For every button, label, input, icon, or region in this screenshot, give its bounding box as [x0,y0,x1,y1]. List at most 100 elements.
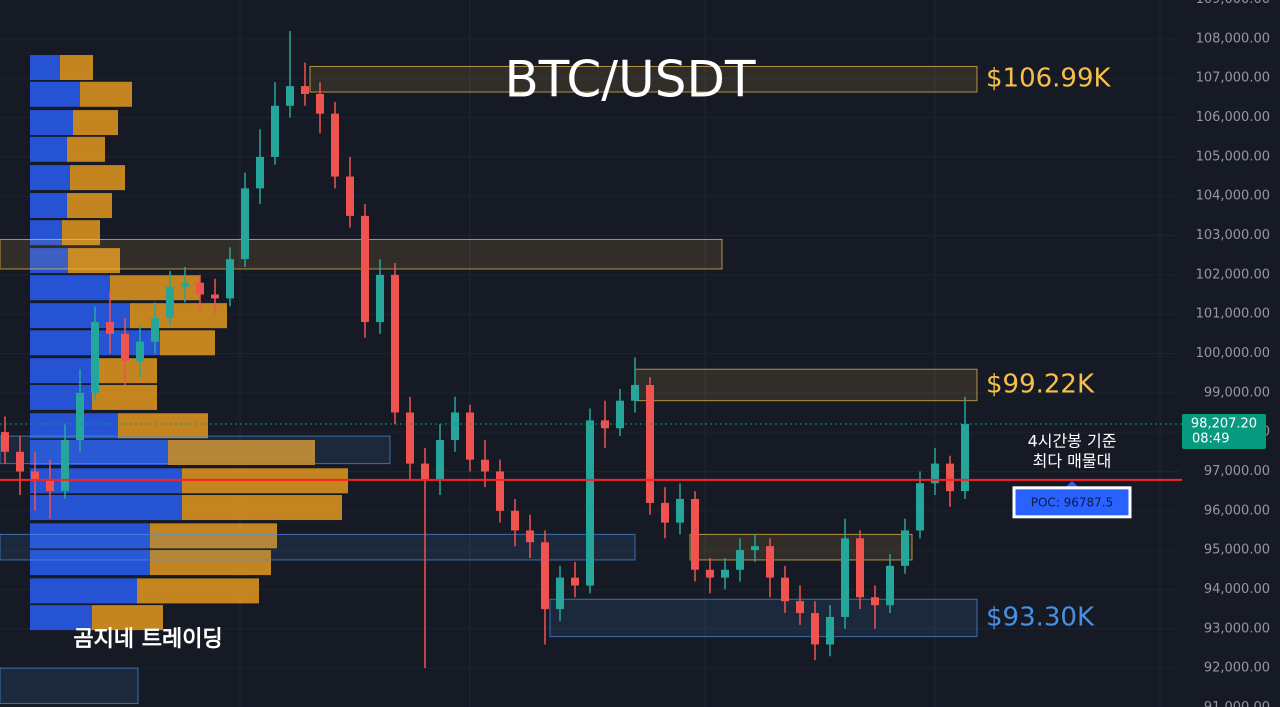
poc-pointer [1065,480,1079,488]
candle-body [166,286,174,319]
zone [0,667,139,704]
profile-buy [30,193,67,219]
y-tick-label: 93,000.00 [1204,621,1270,636]
candle-body [361,215,369,323]
profile-sell [60,55,93,81]
candle-body [451,412,459,441]
profile-buy [30,523,150,549]
candle-body [271,105,279,157]
candle-body [781,577,789,602]
profile-sell [130,303,227,329]
profile-sell [73,110,118,136]
candle-body [421,463,429,480]
profile-sell [150,523,277,549]
profile-sell [168,439,315,465]
candle-body [751,546,759,551]
candle-body [526,530,534,543]
candle-body [61,440,69,492]
candle-body [496,471,504,511]
candle-body [346,176,354,216]
candle-body [196,282,204,295]
candle-body [106,322,114,334]
profile-sell [62,220,100,246]
candle-body [436,440,444,480]
candle-body [211,294,219,299]
profile-buy [30,110,73,136]
y-tick-label: 94,000.00 [1204,582,1270,597]
profile-buy [30,81,80,107]
y-tick-label: 99,000.00 [1204,385,1270,400]
candle-body [796,601,804,614]
y-tick-label: 91,000.00 [1204,700,1270,707]
profile-buy [30,550,150,576]
profile-sell [92,384,157,410]
profile-buy [30,275,110,301]
candle-body [961,423,969,492]
profile-buy [30,220,62,246]
candle-body [931,463,939,484]
candle-body [511,510,519,531]
candle-body [811,613,819,645]
profile-buy [30,439,168,465]
candle-body [46,479,54,492]
candle-body [16,451,24,472]
last-price-box [1182,413,1266,449]
candle-body [391,274,399,413]
candle-body [661,502,669,523]
candle-body [331,113,339,177]
candle-body [121,333,129,362]
candle-body [136,341,144,362]
candle-body [241,188,249,260]
poc-label: POC: 96787.5 [1031,495,1114,509]
candle-body [901,530,909,566]
candle-body [886,565,894,606]
candle-body [721,569,729,578]
candle-body [151,318,159,342]
candle-body [316,93,324,114]
candle-body [256,156,264,189]
candle-body [706,569,714,578]
profile-sell [160,330,215,356]
zone-label: $106.99K [986,64,1112,94]
candle-body [91,322,99,393]
watermark: 곰지네 트레이딩 [73,627,222,652]
y-tick-label: 103,000.00 [1196,228,1270,243]
candle-body [226,259,234,299]
zone [689,533,913,561]
y-tick-label: 95,000.00 [1204,543,1270,558]
profile-buy [30,136,67,162]
y-tick-label: 96,000.00 [1204,503,1270,518]
y-tick-label: 102,000.00 [1196,267,1270,282]
candle-body [586,420,594,586]
candle-body [826,616,834,645]
candle-body [406,412,414,464]
y-tick-label: 105,000.00 [1196,149,1270,164]
y-tick-label: 106,000.00 [1196,110,1270,125]
zone-label: $93.30K [986,602,1095,632]
y-tick-label: 108,000.00 [1196,31,1270,46]
candle-body [481,459,489,472]
candle-body [856,538,864,598]
poc-note: 최다 매물대 [1033,451,1112,470]
candle-body [691,498,699,570]
y-tick-label: 104,000.00 [1196,189,1270,204]
profile-sell [137,578,259,604]
profile-buy [30,605,92,631]
poc-note: 4시간봉 기준 [1028,431,1117,450]
profile-sell [67,136,105,162]
last-price-label: 98,207.20 [1191,416,1257,431]
y-tick-label: 100,000.00 [1196,346,1270,361]
candle-body [676,498,684,523]
candle-body [466,412,474,460]
candle-body [736,550,744,570]
profile-sell [118,413,208,439]
zone-label: $99.22K [986,369,1095,399]
profile-buy [30,165,70,191]
poc-box [1012,486,1132,519]
profile-sell [182,495,342,521]
last-price-time: 08:49 [1192,431,1229,446]
candle-body [181,282,189,287]
y-tick-label: 107,000.00 [1196,71,1270,86]
